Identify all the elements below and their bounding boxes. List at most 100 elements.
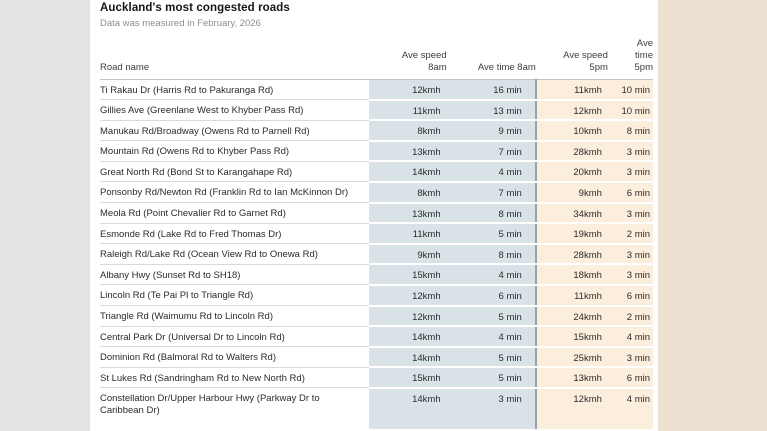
ave-speed-8am-cell: 15kmh (369, 367, 447, 389)
ave-speed-5pm-cell: 13kmh (535, 367, 608, 389)
column-header-ave-time-8am: Ave time 8am (446, 30, 536, 80)
ave-speed-8am-cell: 8kmh (369, 120, 447, 142)
ave-speed-5pm-cell: 28kmh (535, 140, 608, 163)
page-background-right (658, 0, 767, 431)
ave-time-8am-cell: 3 min (446, 387, 537, 429)
ave-speed-5pm-cell: 34kmh (535, 202, 608, 225)
ave-time-5pm-cell: 8 min (607, 120, 653, 142)
road-name-cell: Lincoln Rd (Te Pai Pl to Triangle Rd) (100, 284, 370, 307)
ave-speed-8am-cell: 14kmh (369, 326, 447, 348)
ave-time-5pm-cell: 4 min (607, 326, 653, 348)
table-header-row: Road name Ave speed 8am Ave time 8am Ave… (100, 30, 653, 80)
ave-time-8am-cell: 5 min (446, 346, 537, 369)
congestion-table-panel: Auckland's most congested roads Data was… (90, 0, 658, 431)
ave-time-8am-cell: 4 min (446, 161, 537, 183)
ave-time-5pm-cell: 4 min (607, 387, 653, 429)
road-name-cell: Gillies Ave (Greenlane West to Khyber Pa… (100, 99, 370, 121)
table-row: St Lukes Rd (Sandringham Rd to New North… (100, 367, 653, 389)
ave-time-8am-cell: 8 min (446, 202, 537, 225)
table-row: Raleigh Rd/Lake Rd (Ocean View Rd to One… (100, 243, 653, 266)
road-name-cell: Ponsonby Rd/Newton Rd (Franklin Rd to Ia… (100, 181, 370, 204)
ave-speed-5pm-cell: 12kmh (535, 99, 608, 122)
table-row: Dominion Rd (Balmoral Rd to Walters Rd) … (100, 346, 653, 369)
ave-speed-5pm-cell: 15kmh (535, 326, 608, 348)
ave-speed-5pm-cell: 11kmh (535, 284, 608, 307)
ave-time-5pm-cell: 6 min (607, 284, 653, 307)
ave-speed-8am-cell: 13kmh (369, 140, 447, 163)
ave-speed-5pm-cell: 20kmh (535, 161, 608, 183)
ave-speed-5pm-cell: 18kmh (535, 264, 608, 286)
table-row: Ponsonby Rd/Newton Rd (Franklin Rd to Ia… (100, 181, 653, 204)
ave-time-8am-cell: 5 min (446, 223, 537, 245)
road-name-cell: Dominion Rd (Balmoral Rd to Walters Rd) (100, 346, 370, 368)
ave-time-5pm-cell: 3 min (607, 161, 653, 183)
ave-time-8am-cell: 9 min (446, 120, 537, 142)
column-header-ave-time-5pm: Ave time 5pm (607, 30, 653, 80)
ave-time-5pm-cell: 6 min (607, 181, 653, 204)
ave-time-8am-cell: 7 min (446, 181, 537, 204)
road-name-cell: Manukau Rd/Broadway (Owens Rd to Parnell… (100, 120, 370, 142)
ave-speed-8am-cell: 14kmh (369, 161, 447, 183)
road-name-cell: Triangle Rd (Waimumu Rd to Lincoln Rd) (100, 305, 370, 327)
column-header-road-name: Road name (100, 30, 370, 80)
ave-speed-8am-cell: 15kmh (369, 264, 447, 286)
ave-time-8am-cell: 16 min (446, 79, 537, 101)
ave-speed-8am-cell: 11kmh (369, 223, 447, 245)
ave-speed-5pm-cell: 12kmh (535, 387, 608, 429)
ave-time-5pm-cell: 3 min (607, 264, 653, 286)
congestion-table: Road name Ave speed 8am Ave time 8am Ave… (100, 30, 653, 429)
ave-speed-5pm-cell: 10kmh (535, 120, 608, 142)
road-name-cell: Great North Rd (Bond St to Karangahape R… (100, 161, 370, 183)
table-header: Road name Ave speed 8am Ave time 8am Ave… (100, 30, 653, 80)
ave-speed-8am-cell: 12kmh (369, 284, 447, 307)
ave-time-8am-cell: 5 min (446, 305, 537, 328)
road-name-cell: Albany Hwy (Sunset Rd to SH18) (100, 264, 370, 286)
ave-time-8am-cell: 4 min (446, 264, 537, 286)
road-name-cell: Raleigh Rd/Lake Rd (Ocean View Rd to One… (100, 243, 370, 265)
ave-speed-8am-cell: 14kmh (369, 387, 447, 429)
ave-speed-5pm-cell: 25kmh (535, 346, 608, 369)
ave-time-5pm-cell: 2 min (607, 223, 653, 245)
ave-time-8am-cell: 6 min (446, 284, 537, 307)
ave-speed-5pm-cell: 11kmh (535, 79, 608, 101)
ave-time-5pm-cell: 3 min (607, 202, 653, 225)
table-row: Esmonde Rd (Lake Rd to Fred Thomas Dr) 1… (100, 223, 653, 245)
ave-time-8am-cell: 5 min (446, 367, 537, 389)
ave-speed-8am-cell: 12kmh (369, 79, 447, 101)
column-header-ave-speed-8am: Ave speed 8am (369, 30, 447, 80)
table-row: Albany Hwy (Sunset Rd to SH18) 15kmh 4 m… (100, 264, 653, 286)
ave-speed-8am-cell: 12kmh (369, 305, 447, 328)
road-name-cell: St Lukes Rd (Sandringham Rd to New North… (100, 367, 370, 389)
ave-speed-8am-cell: 8kmh (369, 181, 447, 204)
page-subtitle: Data was measured in February, 2026 (100, 18, 261, 29)
table-row: Constellation Dr/Upper Harbour Hwy (Park… (100, 387, 653, 429)
ave-speed-8am-cell: 9kmh (369, 243, 447, 266)
column-header-ave-speed-5pm: Ave speed 5pm (535, 30, 608, 80)
road-name-cell: Mountain Rd (Owens Rd to Khyber Pass Rd) (100, 140, 370, 162)
table-row: Mountain Rd (Owens Rd to Khyber Pass Rd)… (100, 140, 653, 163)
ave-speed-8am-cell: 11kmh (369, 99, 447, 122)
road-name-cell: Meola Rd (Point Chevalier Rd to Garnet R… (100, 202, 370, 224)
ave-time-5pm-cell: 10 min (607, 79, 653, 101)
table-row: Triangle Rd (Waimumu Rd to Lincoln Rd) 1… (100, 305, 653, 328)
road-name-cell: Constellation Dr/Upper Harbour Hwy (Park… (100, 393, 320, 417)
table-row: Manukau Rd/Broadway (Owens Rd to Parnell… (100, 120, 653, 142)
ave-time-5pm-cell: 2 min (607, 305, 653, 328)
ave-time-5pm-cell: 6 min (607, 367, 653, 389)
table-row: Lincoln Rd (Te Pai Pl to Triangle Rd) 12… (100, 284, 653, 307)
ave-speed-5pm-cell: 28kmh (535, 243, 608, 266)
table-row: Great North Rd (Bond St to Karangahape R… (100, 161, 653, 183)
ave-time-8am-cell: 7 min (446, 140, 537, 163)
ave-speed-5pm-cell: 9kmh (535, 181, 608, 204)
table-body: Ti Rakau Dr (Harris Rd to Pakuranga Rd) … (100, 79, 653, 429)
ave-speed-5pm-cell: 19kmh (535, 223, 608, 245)
ave-time-5pm-cell: 3 min (607, 140, 653, 163)
ave-speed-5pm-cell: 24kmh (535, 305, 608, 328)
ave-speed-8am-cell: 14kmh (369, 346, 447, 369)
ave-time-5pm-cell: 3 min (607, 243, 653, 266)
page-title: Auckland's most congested roads (100, 2, 290, 14)
road-name-cell: Central Park Dr (Universal Dr to Lincoln… (100, 326, 370, 348)
ave-time-5pm-cell: 10 min (607, 99, 653, 122)
page-background-left (0, 0, 90, 431)
table-row: Central Park Dr (Universal Dr to Lincoln… (100, 326, 653, 348)
